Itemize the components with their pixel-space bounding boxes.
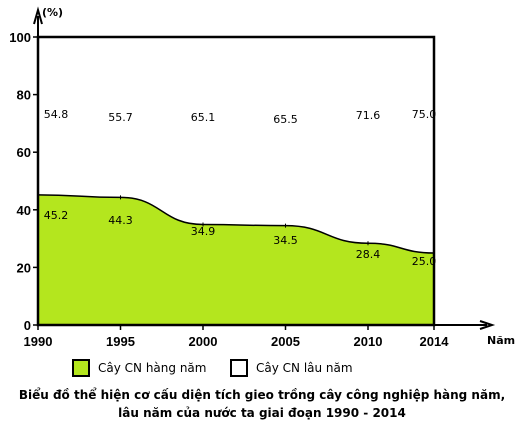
legend-item-annual: Cây CN hàng năm <box>72 356 206 380</box>
legend-label-annual: Cây CN hàng năm <box>98 361 207 375</box>
y-axis-arrowhead <box>33 6 43 25</box>
data-label-annual: 44.3 <box>108 214 133 227</box>
plot-frame <box>36 35 436 327</box>
data-label-perennial: 65.1 <box>191 111 216 124</box>
y-tick-label: 40 <box>17 203 31 218</box>
legend-label-perennial: Cây CN lâu năm <box>256 361 353 375</box>
chart-data-labels: 45.2 54.8 44.3 55.7 34.9 65.1 34.5 65.5 28.4 71.6… <box>44 108 437 268</box>
area-annual <box>38 194 434 325</box>
chart-axes: (%) Năm 0 20 40 60 80 100 1990 1995 2000 2005 2010 20… <box>9 6 515 349</box>
data-label-annual: 25.0 <box>412 255 437 268</box>
x-tick-label: 2014 <box>420 334 450 349</box>
y-tick-label: 60 <box>17 145 31 160</box>
data-label-annual: 34.9 <box>191 225 216 238</box>
legend-swatch-perennial <box>230 359 248 377</box>
x-axis-label: Năm <box>487 334 515 347</box>
chart-title-line-2: lâu năm của nước ta giai đoạn 1990 - 201… <box>118 406 406 420</box>
chart-title-line-1: Biểu đồ thể hiện cơ cấu diện tích gieo t… <box>18 388 506 402</box>
data-label-perennial: 55.7 <box>108 111 133 124</box>
data-label-perennial: 54.8 <box>44 108 69 121</box>
chart-title: Biểu đồ thể hiện cơ cấu diện tích gieo t… <box>0 386 524 422</box>
legend-item-perennial: Cây CN lâu năm <box>230 356 353 380</box>
data-label-perennial: 75.0 <box>412 108 437 121</box>
area-chart: 45.2 54.8 44.3 55.7 34.9 65.1 34.5 65.5 28.4 71.6… <box>9 6 515 349</box>
x-tick-label: 2010 <box>354 334 383 349</box>
x-tick-label: 1995 <box>106 334 135 349</box>
data-label-perennial: 71.6 <box>356 109 381 122</box>
data-label-annual: 28.4 <box>356 248 381 261</box>
chart-fill-layer <box>37 37 435 325</box>
x-tick-label: 2000 <box>189 334 218 349</box>
y-tick-label: 100 <box>9 30 31 45</box>
legend: Cây CN hàng năm Cây CN lâu năm <box>72 356 512 382</box>
y-tick-label: 0 <box>24 318 31 333</box>
legend-swatch-annual <box>72 359 90 377</box>
y-tick-label: 80 <box>17 88 31 103</box>
data-label-annual: 45.2 <box>44 209 69 222</box>
x-tick-label: 2005 <box>271 334 300 349</box>
y-tick-label: 20 <box>17 260 31 275</box>
data-label-annual: 34.5 <box>273 234 298 247</box>
y-axis-unit: (%) <box>42 6 63 19</box>
x-axis-arrowhead <box>479 320 496 330</box>
data-label-perennial: 65.5 <box>273 113 298 126</box>
x-tick-label: 1990 <box>24 334 53 349</box>
